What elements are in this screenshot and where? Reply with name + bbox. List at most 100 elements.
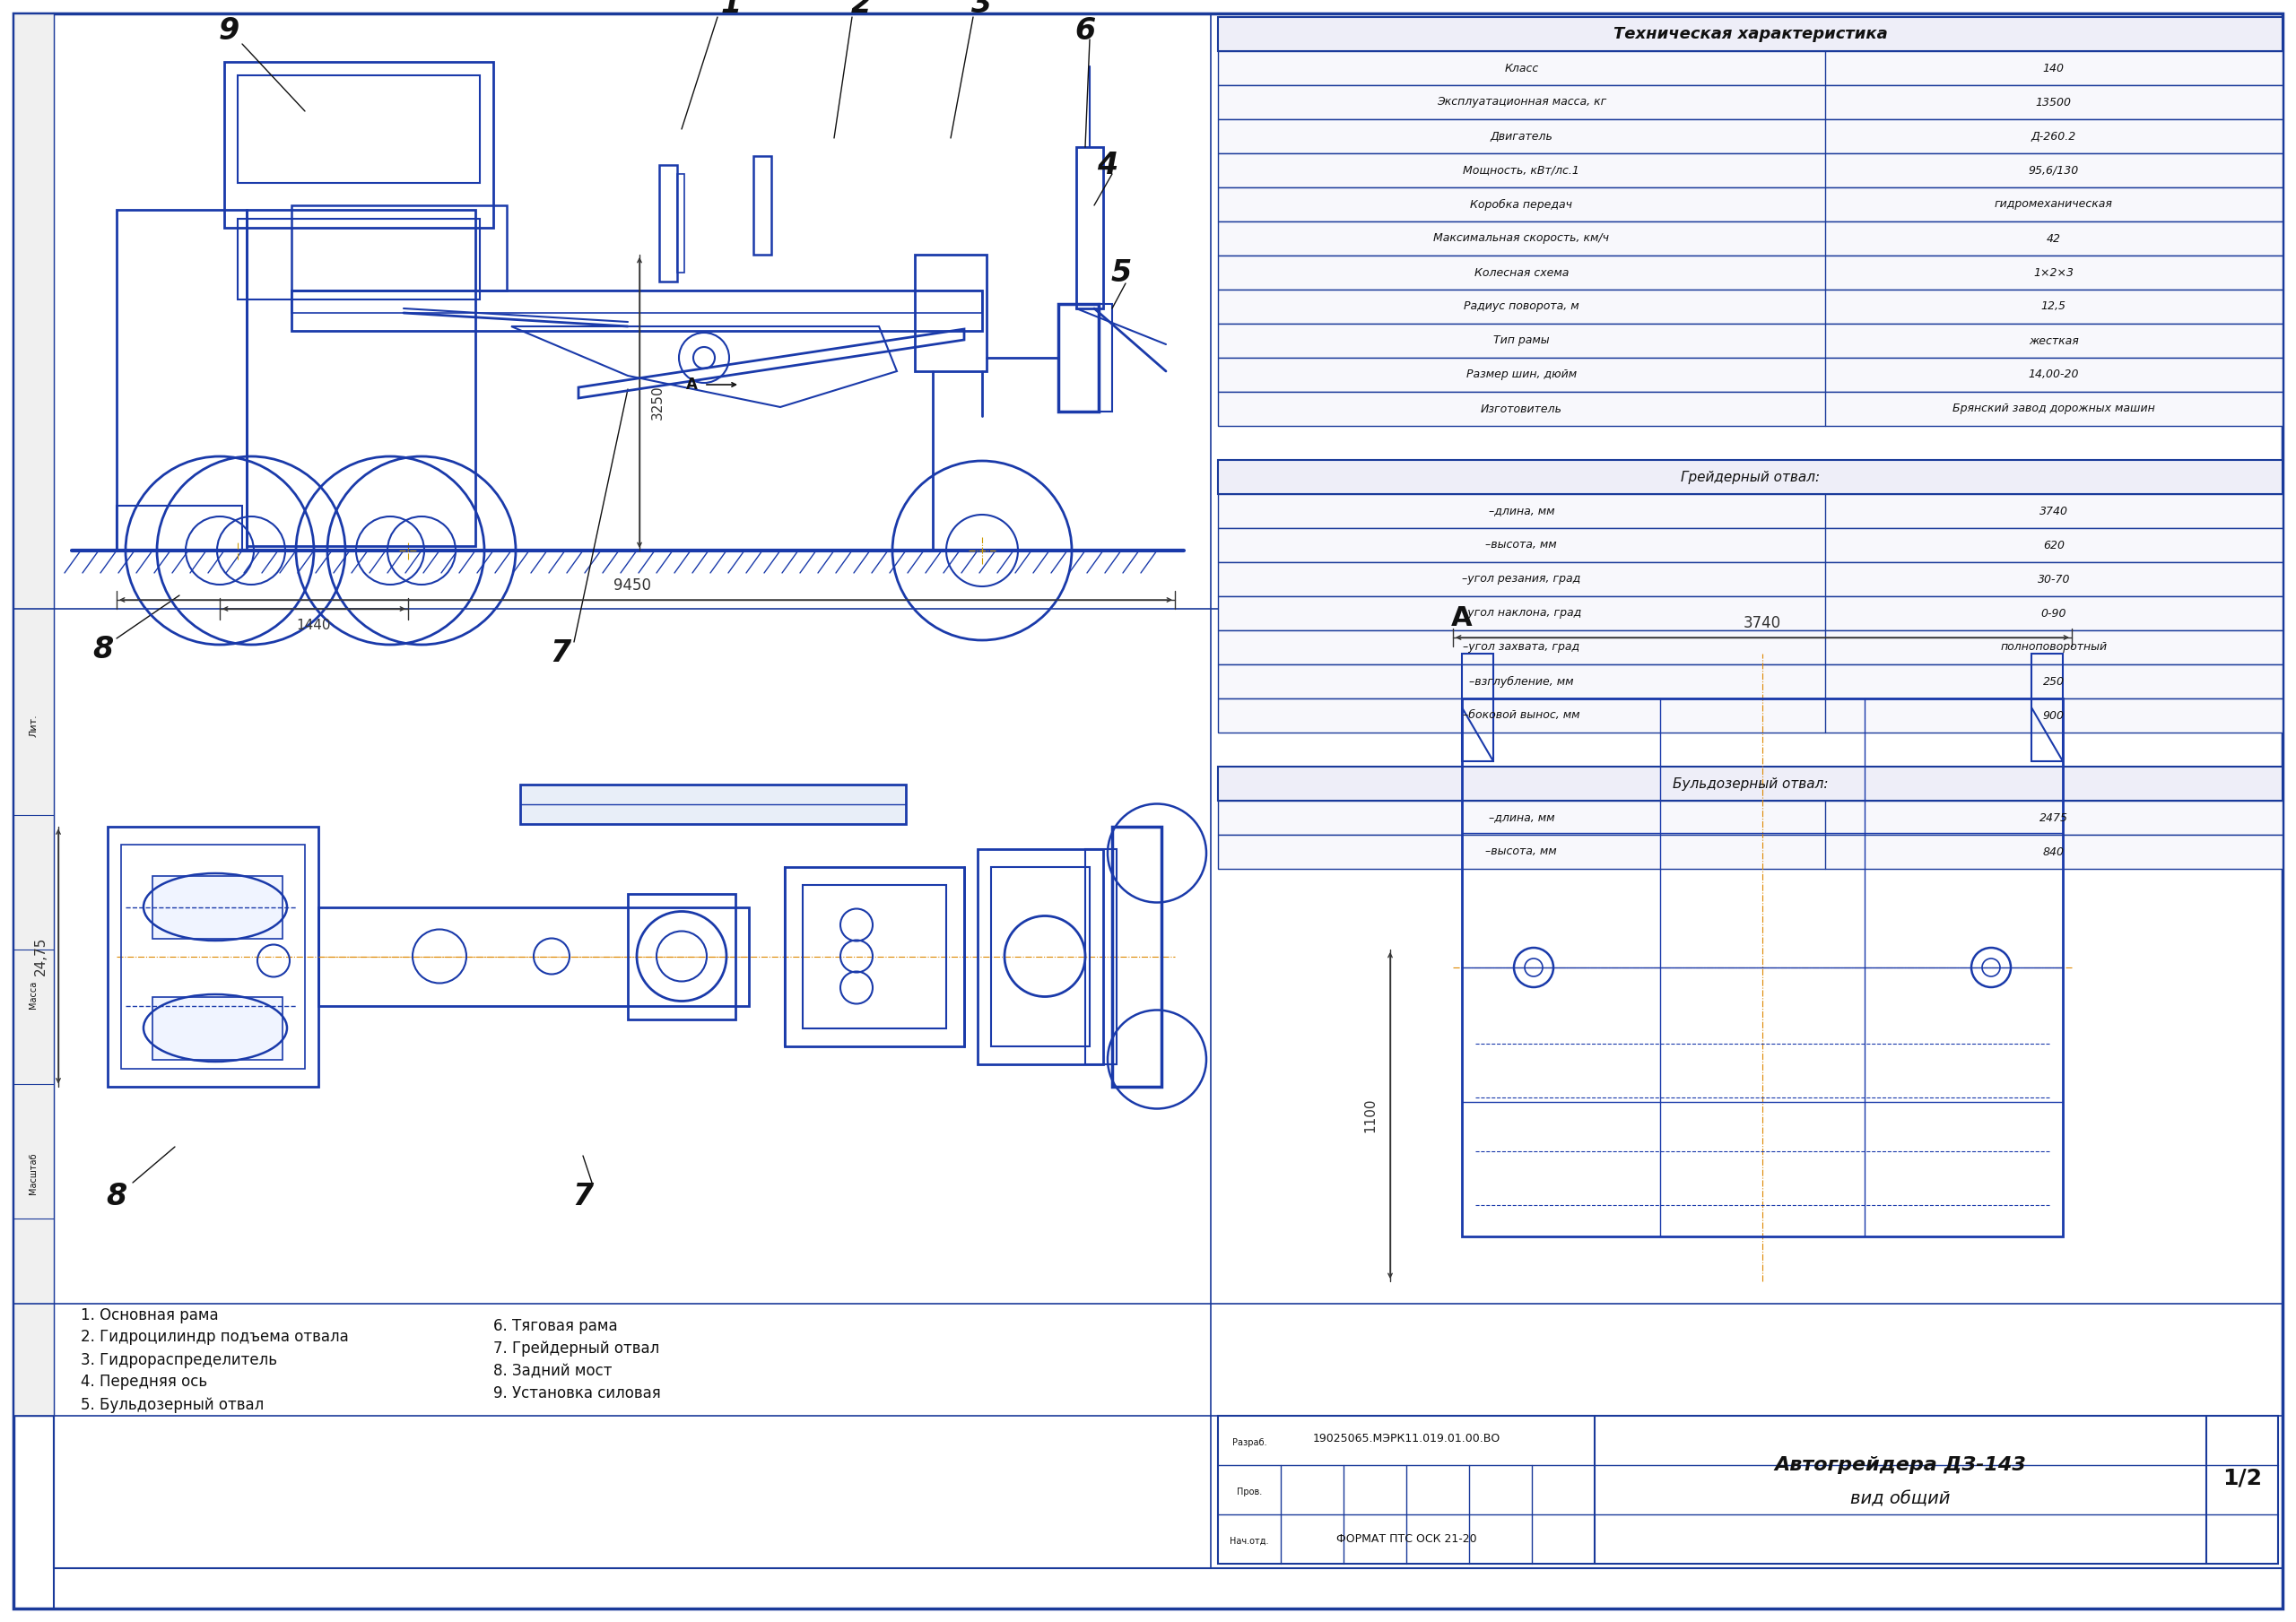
Bar [117,506,241,550]
Text: 140: 140 [2043,62,2064,75]
Text: 620: 620 [2043,540,2064,551]
Text: 24,75: 24,75 [34,938,48,976]
Text: 6. Тяговая рама: 6. Тяговая рама [494,1319,618,1335]
Text: 4. Передняя ось: 4. Передняя ось [80,1374,207,1390]
Text: Радиус поворота, м: Радиус поворота, м [1463,300,1580,313]
Text: 2: 2 [850,0,872,18]
Text: –угол резания, град: –угол резания, град [1463,574,1580,586]
Text: 5. Бульдозерный отвал: 5. Бульдозерный отвал [80,1397,264,1413]
Text: Масса: Масса [28,980,37,1009]
Bar [1463,699,2062,1236]
Bar [1217,188,2282,222]
Text: Грейдерный отвал:: Грейдерный отвал: [1681,470,1821,483]
Text: 3: 3 [971,0,992,18]
Text: Автогрейдера ДЗ-143: Автогрейдера ДЗ-143 [1775,1457,2027,1474]
Bar [1217,222,2282,256]
Text: Лит.: Лит. [28,714,37,736]
Bar [122,843,305,1069]
Bar [914,255,987,371]
Bar [108,826,319,1087]
Text: Максимальная скорость, км/ч: Максимальная скорость, км/ч [1433,232,1609,245]
Text: 3740: 3740 [2039,504,2069,517]
Text: 9: 9 [218,16,239,45]
Bar [1217,256,2282,290]
Bar [659,165,677,282]
Bar [1217,290,2282,324]
Text: Пров.: Пров. [1238,1487,1263,1497]
Bar [1217,154,2282,188]
Text: Брянский завод дорожных машин: Брянский завод дорожных машин [1952,402,2156,415]
Bar [152,996,282,1059]
Text: –высота, мм: –высота, мм [1486,540,1557,551]
Bar [1111,826,1162,1087]
Bar [2032,654,2062,761]
Text: 42: 42 [2046,232,2062,245]
Text: –угол захвата, град: –угол захвата, град [1463,642,1580,654]
Text: –длина, мм: –длина, мм [1488,504,1554,517]
Bar [785,866,964,1046]
Text: 14,00-20: 14,00-20 [2027,368,2078,381]
Text: 12,5: 12,5 [2041,300,2066,313]
Bar [1100,303,1111,412]
Bar [239,75,480,183]
Bar [521,783,907,824]
Text: –взглубление, мм: –взглубление, мм [1469,676,1573,688]
Bar [1217,52,2282,86]
Bar [1217,835,2282,869]
Text: 95,6/130: 95,6/130 [2027,164,2078,177]
Text: A: A [687,376,698,393]
Bar [1217,120,2282,154]
Text: 8: 8 [106,1181,126,1212]
Bar [225,62,494,227]
Bar [1217,563,2282,597]
Text: Колесная схема: Колесная схема [1474,266,1568,279]
Bar [992,866,1091,1046]
Text: 7: 7 [551,639,572,668]
Bar [1077,148,1102,308]
Bar [239,219,480,300]
Bar [1217,461,2282,495]
Bar [246,209,475,547]
Text: 1×2×3: 1×2×3 [2034,266,2073,279]
Bar [292,290,983,313]
Text: –высота, мм: –высота, мм [1486,847,1557,858]
Text: Изготовитель: Изготовитель [1481,402,1561,415]
Text: 7. Грейдерный отвал: 7. Грейдерный отвал [494,1340,659,1356]
Text: 9. Установка силовая: 9. Установка силовая [494,1385,661,1401]
Bar [1217,324,2282,358]
Text: Класс: Класс [1504,62,1538,75]
Text: 1100: 1100 [1364,1098,1378,1132]
Text: Масштаб: Масштаб [28,1153,37,1194]
Bar [627,894,735,1019]
Bar [292,290,983,331]
Bar [319,907,748,1006]
Text: –боковой вынос, мм: –боковой вынос, мм [1463,710,1580,722]
Bar [978,848,1102,1064]
Text: Коробка передач: Коробка передач [1469,198,1573,211]
Bar [1217,1416,2278,1564]
Text: 4: 4 [1097,151,1118,180]
Text: 3. Гидрораспределитель: 3. Гидрораспределитель [80,1351,278,1367]
Text: 30-70: 30-70 [2037,574,2071,586]
Text: 1: 1 [721,0,742,18]
Text: 0-90: 0-90 [2041,608,2066,620]
Text: Бульдозерный отвал:: Бульдозерный отвал: [1671,777,1828,790]
Text: Д-260.2: Д-260.2 [2032,130,2076,143]
Text: –длина, мм: –длина, мм [1488,813,1554,824]
Bar [152,876,282,938]
Bar [1463,654,1492,761]
Text: 2475: 2475 [2039,813,2069,824]
Text: Техническая характеристика: Техническая характеристика [1614,26,1887,42]
Text: 8: 8 [92,634,113,663]
Bar [1217,665,2282,699]
Bar [117,209,246,550]
Bar [804,884,946,1028]
Text: 8. Задний мост: 8. Задний мост [494,1362,613,1379]
Bar [1217,597,2282,631]
Text: 19025065.МЭРК11.019.01.00.ВО: 19025065.МЭРК11.019.01.00.ВО [1313,1432,1499,1444]
Bar [1217,86,2282,120]
Bar [292,206,507,290]
Text: A: A [1451,605,1472,631]
Text: Эксплуатационная масса, кг: Эксплуатационная масса, кг [1437,96,1607,109]
Text: Нач.отд.: Нач.отд. [1231,1536,1270,1546]
